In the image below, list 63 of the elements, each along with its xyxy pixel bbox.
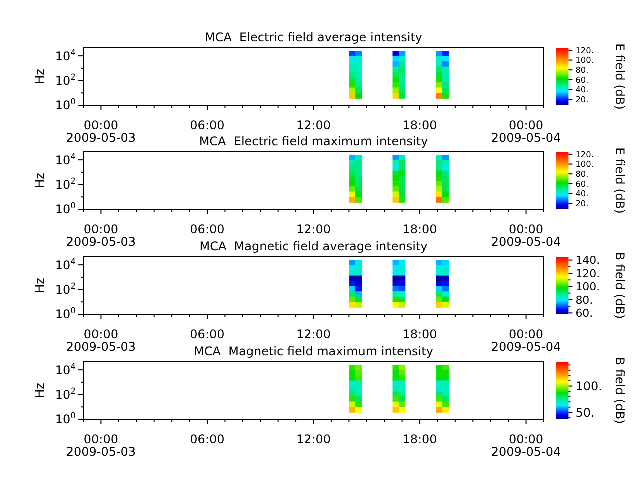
y-tick-label: 10$^{0}$ (55, 200, 76, 217)
x-tick-label: 12:00 (296, 222, 332, 237)
chart-title: MCA Magnetic field average intensity (200, 240, 428, 254)
x-tick-label: 00:00 2009-05-04 (491, 432, 562, 459)
x-tick-label: 00:00 2009-05-03 (66, 328, 136, 354)
x-tick-label: 18:00 (402, 432, 438, 446)
chart-title: MCA Magnetic field maximum intensity (194, 344, 434, 358)
color-bar-label: 40. (576, 84, 589, 94)
color-bar-title: E field (dB) (612, 148, 627, 214)
y-tick-label: 10$^{4}$ (55, 256, 76, 272)
color-bar-label: 40. (576, 188, 589, 199)
chart-title: MCA Electric field average intensity (204, 30, 423, 44)
y-tick-label: 10$^{4}$ (55, 361, 76, 378)
color-bar-label: 100. (576, 280, 600, 294)
x-tick-label: 06:00 (190, 222, 225, 237)
x-tick-label: 00:00 2009-05-03 (66, 118, 136, 144)
y-tick-label: 10$^{0}$ (55, 96, 76, 112)
y-tick-label: 10$^{0}$ (55, 410, 76, 426)
color-bar-label: 120. (576, 44, 594, 55)
x-tick-label: 00:00 2009-05-04 (491, 118, 562, 144)
color-bar-title: B field (dB) (612, 252, 627, 320)
x-tick-label: 12:00 (296, 328, 332, 342)
y-tick-label: 10$^{2}$ (55, 386, 76, 402)
x-tick-label: 12:00 (296, 118, 332, 132)
color-bar-label: 80. (576, 169, 589, 180)
color-bar-label: 100. (576, 54, 594, 65)
x-tick-label: 00:00 2009-05-03 (66, 222, 136, 250)
color-bar-label: 20. (576, 198, 589, 209)
color-bar-label: 60. (576, 179, 589, 190)
x-tick-label: 06:00 (190, 432, 225, 446)
color-bar-label: 80. (576, 294, 594, 307)
x-tick-label: 06:00 (190, 328, 225, 342)
y-tick-label: 10$^{0}$ (55, 306, 76, 322)
y-tick-label: 10$^{2}$ (55, 280, 76, 297)
x-tick-label: 00:00 2009-05-04 (491, 328, 562, 354)
color-bar-label: 60. (576, 74, 589, 84)
x-tick-label: 00:00 2009-05-03 (66, 432, 136, 459)
x-tick-label: 00:00 2009-05-04 (491, 222, 562, 250)
y-tick-label: 10$^{2}$ (55, 71, 76, 88)
y-tick-label: 10$^{4}$ (55, 152, 76, 168)
color-bar-label: 100. (576, 379, 602, 394)
y-tick-label: 10$^{4}$ (55, 46, 76, 63)
x-tick-label: 18:00 (402, 328, 438, 342)
y-axis-title: Hz (33, 278, 48, 294)
color-bar-label: 140. (576, 254, 600, 268)
color-bar-title: E field (dB) (612, 43, 627, 110)
color-bar-title: B field (dB) (612, 357, 627, 424)
color-bar-label: 120. (576, 150, 594, 160)
color-bar-label: 50. (576, 406, 595, 420)
y-axis-title: Hz (33, 382, 48, 398)
color-bar-label: 60. (576, 307, 594, 320)
chart-title: MCA Electric field maximum intensity (199, 134, 428, 149)
x-tick-label: 06:00 (190, 118, 225, 132)
color-bar-label: 100. (576, 159, 594, 170)
x-tick-label: 18:00 (402, 118, 438, 132)
color-bar-label: 80. (576, 64, 589, 74)
x-tick-label: 12:00 (296, 432, 332, 446)
y-axis-title: Hz (33, 68, 48, 84)
color-bar-label: 20. (576, 94, 589, 104)
color-bar-label: 120. (576, 267, 600, 280)
y-axis-title: Hz (33, 173, 48, 189)
y-tick-label: 10$^{2}$ (55, 176, 76, 192)
x-tick-label: 18:00 (402, 222, 438, 237)
